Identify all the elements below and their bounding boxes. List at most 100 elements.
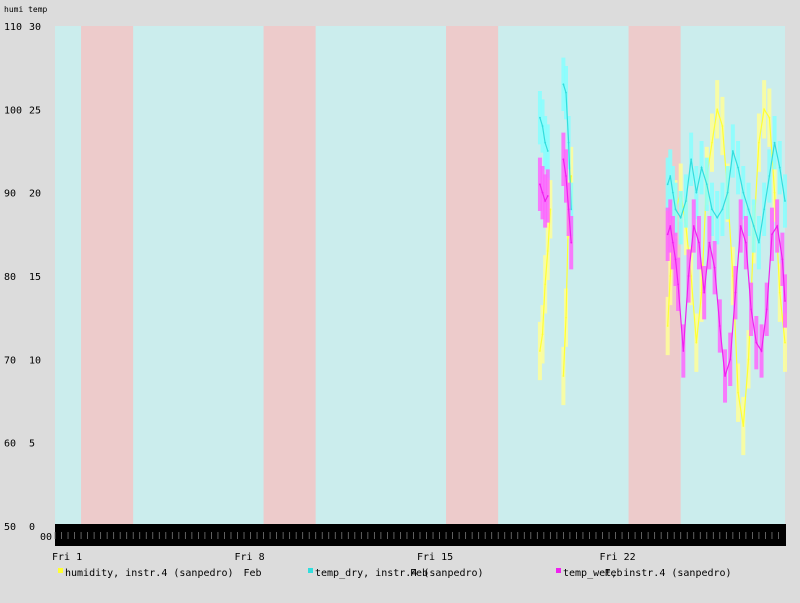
y-left-tick-label: 70 xyxy=(4,355,16,366)
data-point-humidity xyxy=(669,275,672,277)
weekend-band xyxy=(446,26,499,526)
data-point-humidity xyxy=(784,341,786,344)
data-point-temp_dry xyxy=(562,83,565,86)
legend: humidity, instr.4 (sanpedro) temp_dry, in… xyxy=(58,568,732,579)
x-tick-label: Fri 15 xyxy=(417,552,453,563)
data-point-temp_dry xyxy=(541,125,544,127)
data-point-temp_dry xyxy=(737,166,739,169)
data-point-temp_dry xyxy=(705,183,708,186)
data-point-temp_wet xyxy=(784,300,786,302)
first-hour-label: 00 xyxy=(40,532,52,543)
weekday-band xyxy=(133,26,264,526)
data-point-humidity xyxy=(700,291,703,294)
background-bands xyxy=(55,26,785,526)
data-point-humidity xyxy=(690,275,693,277)
data-point-humidity xyxy=(666,325,669,327)
data-point-humidity xyxy=(695,341,698,344)
data-point-humidity xyxy=(570,175,573,177)
data-point-humidity xyxy=(778,291,781,294)
data-point-temp_wet xyxy=(739,225,742,227)
series-line-temp_dry xyxy=(562,84,572,210)
data-point-temp_wet xyxy=(708,241,711,244)
data-point-temp_dry xyxy=(539,116,541,119)
data-point-temp_wet xyxy=(570,241,573,244)
y-left-tick-label: 60 xyxy=(4,439,16,450)
weekday-band xyxy=(315,26,447,526)
y-right-tick-label: 15 xyxy=(29,272,41,283)
data-point-temp_dry xyxy=(716,216,719,219)
y-left-tick-label: 100 xyxy=(4,105,22,116)
data-point-temp_wet xyxy=(677,283,680,286)
x-tick-label: Fri 1 xyxy=(52,552,82,563)
data-point-humidity xyxy=(773,191,776,194)
series-line-temp_dry xyxy=(539,117,549,152)
data-point-humidity xyxy=(549,208,552,211)
data-point-temp_dry xyxy=(778,166,781,169)
data-point-humidity xyxy=(565,316,567,319)
legend-label: humidity, instr.4 (sanpedro) xyxy=(65,568,234,579)
data-point-temp_wet xyxy=(669,225,672,227)
legend-label: temp_dry, instr.4 (sanpedro) xyxy=(315,568,484,579)
data-point-temp_wet xyxy=(776,225,779,227)
data-point-temp_wet xyxy=(546,195,549,197)
data-point-temp_dry xyxy=(567,141,570,144)
data-point-humidity xyxy=(731,275,734,277)
data-point-temp_dry xyxy=(546,150,549,152)
data-point-temp_dry xyxy=(544,141,547,144)
data-point-temp_dry xyxy=(685,200,687,202)
y-axis-left: 110 100 90 80 70 60 50 xyxy=(4,22,22,533)
x-tick-label: Fri 22 xyxy=(600,552,636,563)
hour-tick-strip xyxy=(54,524,786,546)
data-point-temp_dry xyxy=(731,150,734,152)
data-point-temp_wet xyxy=(562,158,565,161)
data-point-humidity xyxy=(742,425,745,427)
data-point-humidity xyxy=(758,141,760,144)
data-point-temp_wet xyxy=(703,291,706,294)
data-point-temp_wet xyxy=(567,208,570,211)
weekend-band xyxy=(81,26,134,526)
data-point-temp_wet xyxy=(765,308,768,311)
data-point-temp_dry xyxy=(758,241,760,244)
data-point-temp_wet xyxy=(713,266,716,269)
x-tick-label: Fri 8 xyxy=(235,552,265,563)
data-point-temp_wet xyxy=(750,308,753,311)
data-point-temp_dry xyxy=(742,191,745,194)
data-point-temp_dry xyxy=(666,183,669,186)
weekend-band xyxy=(263,26,316,526)
series-layer xyxy=(537,57,787,456)
data-point-temp_wet xyxy=(744,241,747,244)
data-point-temp_wet xyxy=(760,350,763,352)
y-left-tick-label: 50 xyxy=(4,522,16,533)
y-left-tick-label: 90 xyxy=(4,189,16,200)
data-point-temp_dry xyxy=(679,216,682,219)
data-point-humidity xyxy=(763,108,766,111)
data-point-humidity xyxy=(539,350,541,352)
data-point-humidity xyxy=(768,116,771,119)
y-right-tick-label: 10 xyxy=(29,355,41,366)
data-point-temp_dry xyxy=(700,166,703,169)
data-point-humidity xyxy=(711,141,713,144)
data-point-temp_dry xyxy=(669,175,672,177)
y-left-tick-label: 80 xyxy=(4,272,16,283)
data-point-temp_wet xyxy=(755,341,758,344)
data-point-humidity xyxy=(544,283,547,286)
legend-swatch xyxy=(58,568,63,573)
series-line-temp_wet xyxy=(667,224,786,377)
data-point-temp_wet xyxy=(687,275,690,277)
month-label: Feb xyxy=(605,568,623,579)
data-point-temp_wet xyxy=(682,350,685,352)
data-point-temp_dry xyxy=(711,208,713,211)
data-point-temp_dry xyxy=(690,158,693,161)
data-point-temp_dry xyxy=(674,208,677,211)
data-point-temp_wet xyxy=(565,175,567,177)
y-right-tick-label: 30 xyxy=(29,22,41,33)
month-label: Feb xyxy=(244,568,262,579)
weekend-band xyxy=(628,26,681,526)
data-point-temp_wet xyxy=(541,191,544,194)
series-line-temp_wet xyxy=(562,159,572,243)
legend-swatch xyxy=(556,568,561,573)
month-label: Feb xyxy=(410,568,428,579)
y-left-tick-label: 110 xyxy=(4,22,22,33)
data-point-humidity xyxy=(747,358,750,361)
